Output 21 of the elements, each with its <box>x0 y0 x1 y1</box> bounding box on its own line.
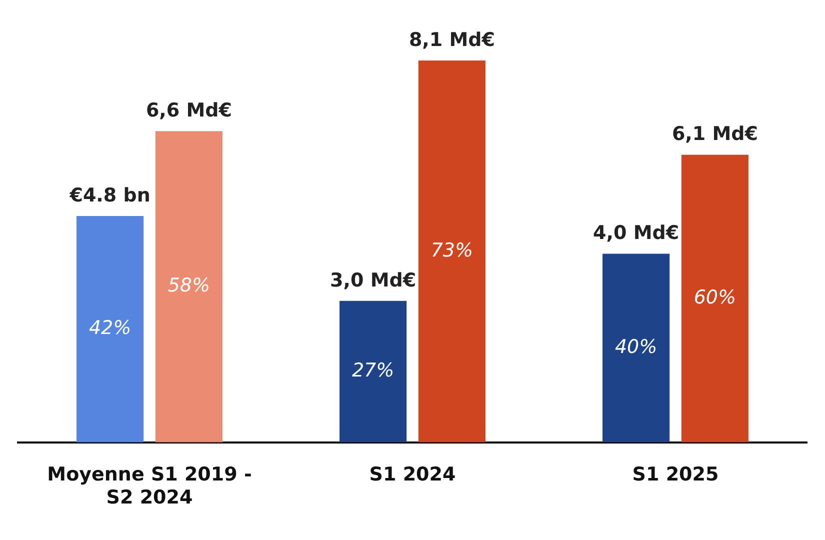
x-tick-label: Moyenne S1 2019 - S2 2024 <box>47 464 252 509</box>
data-label: 6,1 Md€ <box>672 123 758 146</box>
bar <box>602 254 670 442</box>
bar <box>340 300 407 442</box>
annotation: 27% <box>352 360 394 382</box>
annotation: 40% <box>614 336 658 358</box>
x-tick-label: S1 2024 <box>369 464 456 486</box>
data-label: 6,6 Md€ <box>146 100 232 122</box>
annotation: 60% <box>694 286 736 309</box>
annotation: 42% <box>88 317 132 340</box>
bar <box>155 131 222 442</box>
data-label: 8,1 Md€ <box>408 28 495 51</box>
x-tick-label: S1 2025 <box>632 464 719 486</box>
annotation: 73% <box>430 239 474 262</box>
bar <box>76 216 144 442</box>
annotation: 58% <box>168 274 210 297</box>
bar <box>418 60 486 442</box>
data-label: 4,0 Md€ <box>593 222 680 244</box>
data-label: 3,0 Md€ <box>330 269 416 292</box>
data-label: €4.8 bn <box>68 184 150 206</box>
bar <box>681 154 748 442</box>
